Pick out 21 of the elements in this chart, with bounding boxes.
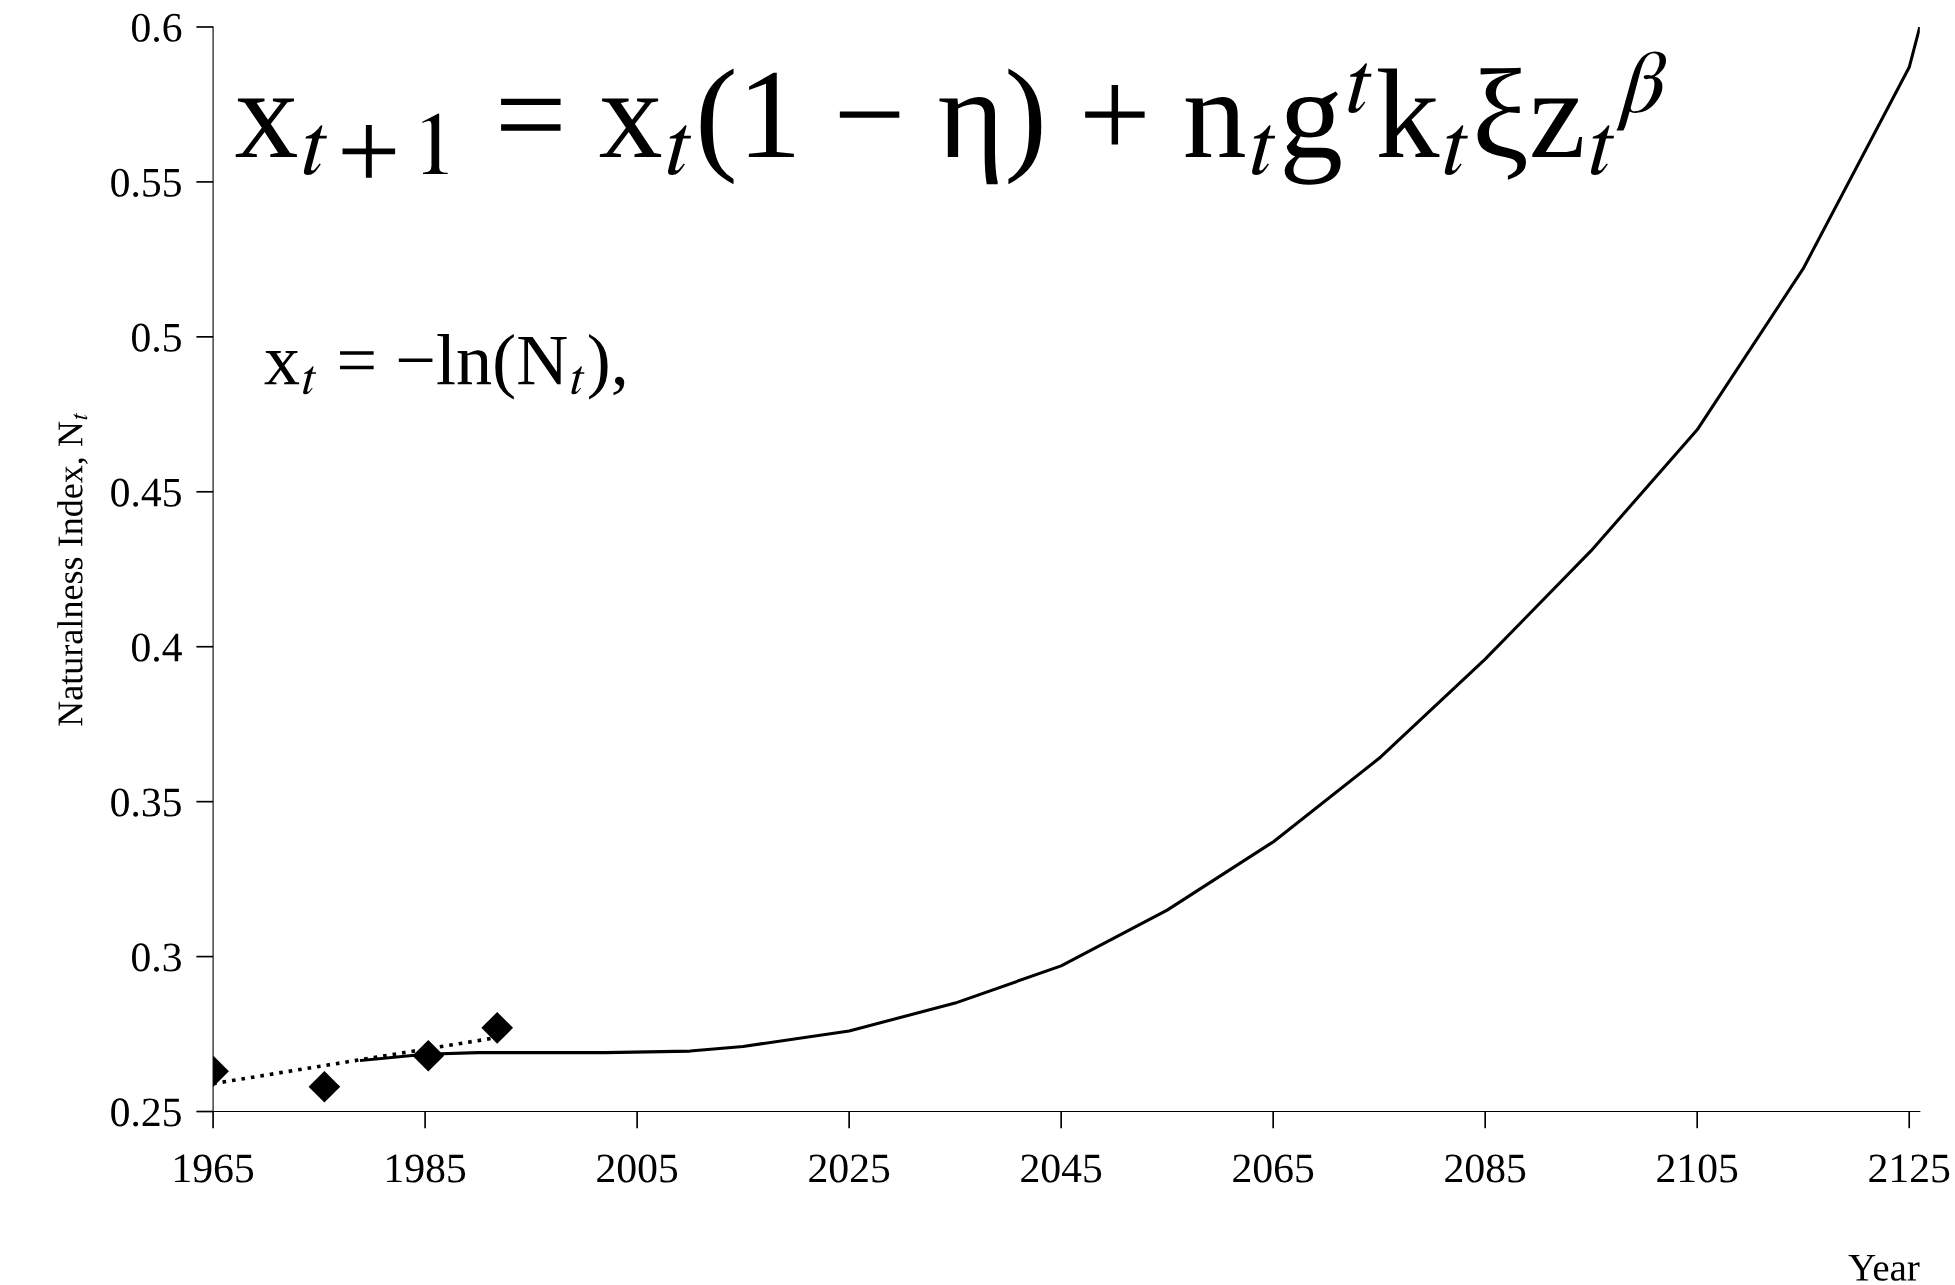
y-tick-label: 0.3 — [132, 943, 181, 972]
x-tick-label: 2105 — [1657, 1154, 1738, 1183]
x-tick-label: 2045 — [1021, 1154, 1102, 1183]
x-tick-label: 1965 — [175, 1154, 254, 1183]
x-axis-title: Year — [1848, 1255, 1920, 1281]
annotation: x$_{t}$ = −ln(N$_{t}$), — [264, 334, 625, 400]
x-tick-label: 2085 — [1445, 1154, 1526, 1183]
y-tick-label: 0.55 — [111, 168, 181, 197]
y-axis-title: Naturalness Index, N$_{t}$ — [57, 412, 88, 726]
y-tick-label: 0.6 — [132, 13, 182, 43]
text: x$_{t+1}$ = x$_{t}$(1 − η) + n$_{t}$g$^{t}$k$_{t}$ξz$_{t}$$^{β}$ — [235, 51, 1666, 185]
y-tick-label: 0.45 — [111, 478, 181, 507]
x-tick-label: 1985 — [387, 1154, 466, 1183]
x-tick-label: 2005 — [597, 1154, 678, 1183]
y-tick-label: 0.35 — [111, 788, 181, 817]
x-tick-label: 2065 — [1233, 1154, 1314, 1183]
x-tick-label: 2125 — [1869, 1154, 1950, 1183]
y-tick-label: 0.4 — [132, 633, 182, 662]
x-tick-label: 2025 — [809, 1154, 890, 1183]
y-tick-label: 0.25 — [111, 1098, 181, 1127]
y-tick-label: 0.5 — [132, 323, 181, 352]
